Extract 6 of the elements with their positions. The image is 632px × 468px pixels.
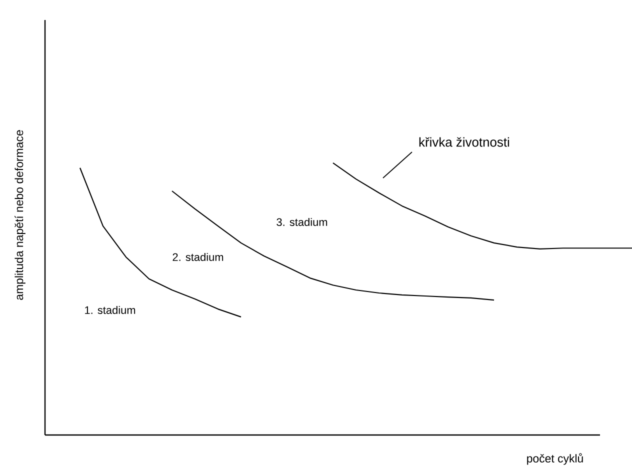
annotation: 3. stadium — [276, 218, 328, 226]
annotation: 2. stadium — [172, 252, 224, 262]
text: křivka životnosti — [419, 137, 510, 147]
annotation: 1. stadium — [85, 306, 136, 314]
y-axis-title: amplituda napětí nebo deformace — [14, 130, 26, 300]
x-axis-title: počet cyklů — [527, 453, 583, 465]
